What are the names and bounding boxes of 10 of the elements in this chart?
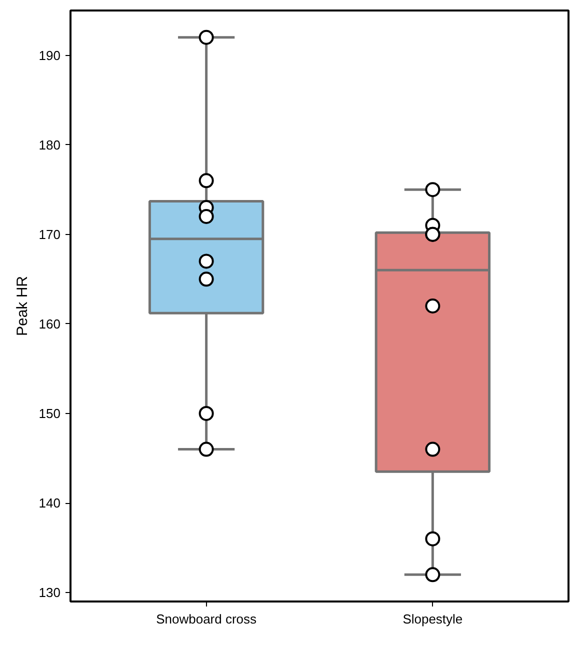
y-tick-label: 130 xyxy=(38,585,61,600)
y-tick-label: 150 xyxy=(38,406,61,421)
x-tick-label: Snowboard cross xyxy=(156,612,258,626)
y-tick-label: 190 xyxy=(38,48,61,63)
y-tick-label: 170 xyxy=(38,226,61,242)
y-tick-label: 160 xyxy=(38,316,61,332)
y-tick-label: 140 xyxy=(38,496,61,510)
y-axis-title: Peak HR xyxy=(14,276,31,336)
x-tick-label: Slopestyle xyxy=(402,612,463,626)
y-tick-label: 180 xyxy=(38,137,61,152)
